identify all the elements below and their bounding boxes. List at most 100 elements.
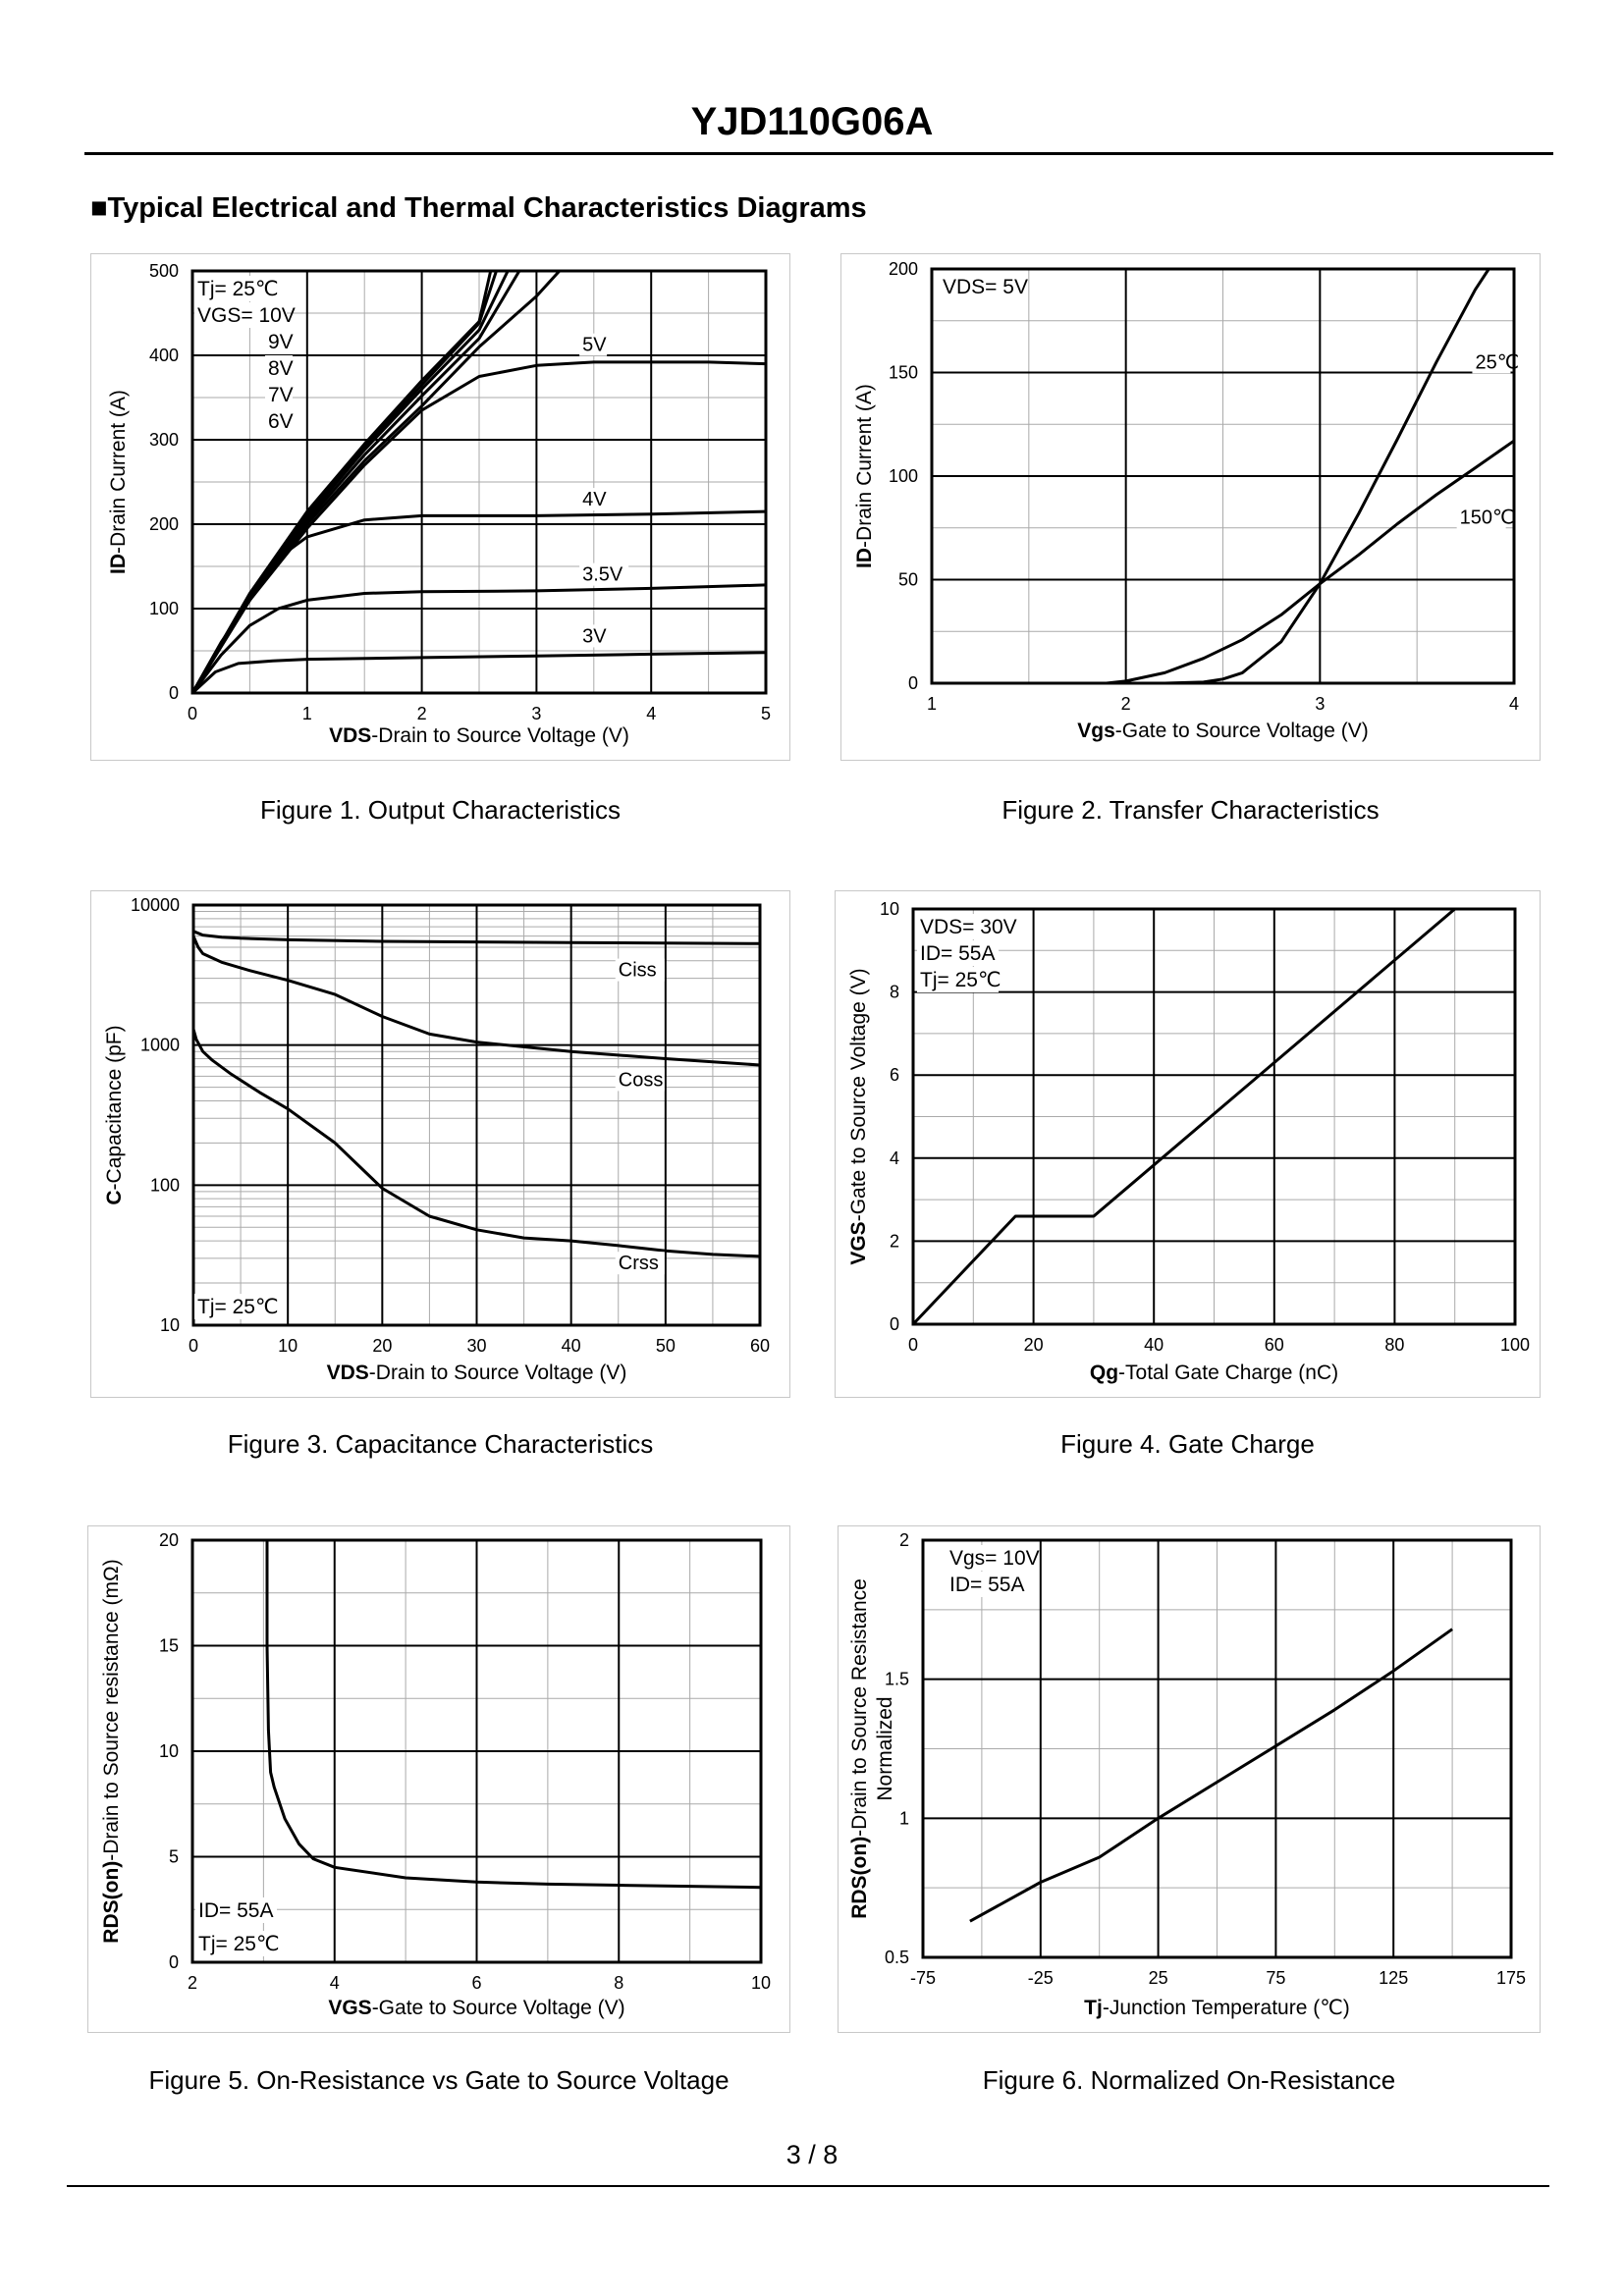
fig4-ylabel-bold: VGS: [847, 1221, 870, 1264]
fig5-xlabel: VGS-Gate to Source Voltage (V): [328, 1997, 624, 2019]
fig3-xtick-label: 60: [750, 1336, 770, 1356]
fig3-major-grid: [192, 904, 761, 1326]
fig1-series-label-bg: [579, 333, 608, 356]
fig1-xtick-label: 4: [646, 704, 656, 723]
fig1-series-group: [192, 271, 766, 693]
fig1-note: 9V: [268, 331, 294, 353]
fig2-series-line-25-: [932, 269, 1490, 683]
fig2-ylabel-bold: ID: [853, 548, 876, 568]
fig5-xlabel-rest: -Gate to Source Voltage (V): [372, 1997, 625, 2019]
fig1-series-line-3v: [192, 651, 766, 693]
fig1-svg: 0 1 2 3 4 5 0 100 200 300 400 500 VDS-Drain to Sourc…: [107, 261, 771, 747]
fig1-series-label: 3.5V: [582, 564, 623, 586]
fig2-ylabel-rest: -Drain Current (A): [853, 384, 876, 548]
fig3-xlabel-rest: -Drain to Source Voltage (V): [369, 1362, 627, 1384]
fig4-ytick-label: 10: [880, 899, 899, 919]
fig3-ytick-label: 100: [150, 1175, 180, 1195]
fig4-series-line-vgs: [913, 909, 1456, 1324]
fig6-series-line-normalized: [969, 1628, 1453, 1923]
fig5-xtick-label: 6: [471, 1973, 481, 1993]
fig6-ylabel: RDS(on)-Drain to Source Resistance: [848, 1578, 871, 1919]
fig2-plot-frame: [930, 267, 1516, 685]
fig4-note: Tj= 25℃: [920, 969, 1001, 991]
fig5-xtick-label: 8: [614, 1973, 623, 1993]
fig4-ytick-label: 8: [890, 983, 899, 1002]
fig4-series-group: [913, 909, 1456, 1324]
fig1-xtick-label: 2: [417, 704, 427, 723]
fig3-note: Tj= 25℃: [197, 1296, 279, 1318]
fig1-ytick-label: 200: [149, 514, 179, 534]
fig6-series-group: [969, 1628, 1453, 1923]
fig6-note-bg: [947, 1545, 1039, 1571]
fig6-plot-frame: [921, 1538, 1513, 1959]
fig5-xlabel-bold: VGS: [328, 1997, 371, 2019]
fig1-note: 7V: [268, 384, 294, 406]
fig3-svg: 0 10 20 30 40 50 60 10 100 1000 10000 VDS-Drain to …: [103, 895, 770, 1384]
fig1-xtick-label: 3: [531, 704, 541, 723]
fig4-note: VDS= 30V: [920, 916, 1017, 938]
fig2-ylabel: ID-Drain Current (A): [853, 384, 876, 568]
fig2-ytick-label: 100: [889, 466, 918, 486]
fig5-ytick-label: 5: [169, 1847, 179, 1867]
fig1-ytick-label: 300: [149, 430, 179, 450]
fig1-series-line-3-5v: [192, 583, 766, 693]
fig1-note-bg: [194, 276, 276, 301]
fig1-xlabel: VDS-Drain to Source Voltage (V): [329, 724, 629, 747]
fig4-xtick-label: 40: [1144, 1335, 1164, 1355]
fig6-note: ID= 55A: [949, 1574, 1024, 1596]
fig3-xlabel: VDS-Drain to Source Voltage (V): [327, 1362, 627, 1384]
fig4-xtick-label: 60: [1265, 1335, 1284, 1355]
fig4-ylabel-rest: -Gate to Source Voltage (V): [847, 968, 870, 1221]
fig1-note-bg: [265, 382, 293, 407]
fig5-xtick-label: 4: [330, 1973, 340, 1993]
fig6-ylabel-rest: -Drain to Source Resistance: [848, 1578, 871, 1837]
fig2-series-label-bg: [1472, 350, 1511, 374]
fig6-xtick-label: -75: [910, 1968, 936, 1988]
footer-rule: [67, 2185, 1549, 2187]
fig1-note-bg: [265, 408, 293, 434]
fig6-svg: -75 -25 25 75 125 175 0.5 1 1.5 2 Tj-Junction Temp…: [848, 1530, 1526, 2019]
fig3-xtick-label: 20: [372, 1336, 392, 1356]
fig1-note: 6V: [268, 410, 294, 433]
fig1-xtick-label: 1: [302, 704, 312, 723]
fig3-series-label: Ciss: [619, 960, 657, 982]
fig2-series-group: [932, 269, 1514, 683]
fig3-series-label-bg: [615, 1068, 665, 1092]
fig5-note-bg: [195, 1897, 277, 1923]
section-title: ■Typical Electrical and Thermal Characte…: [90, 192, 867, 224]
fig1-xlabel-bold: VDS: [329, 724, 371, 747]
fig5-ylabel-rest: -Drain to Source resistance (mΩ): [100, 1559, 123, 1860]
fig1-ytick-label: 500: [149, 261, 179, 281]
fig1-xlabel-rest: -Drain to Source Voltage (V): [371, 724, 629, 747]
fig3-series-label: Coss: [619, 1069, 664, 1091]
fig3-ylabel-bold: C: [103, 1190, 126, 1204]
fig3-caption: Figure 3. Capacitance Characteristics: [227, 1429, 654, 1459]
fig2-xlabel-bold: Vgs: [1077, 720, 1115, 742]
fig3-xtick-label: 30: [466, 1336, 486, 1356]
header-rule: [84, 152, 1553, 155]
fig6-note: Vgs= 10V: [949, 1547, 1040, 1570]
fig1-ylabel-bold: ID: [107, 554, 130, 574]
fig5-caption: Figure 5. On-Resistance vs Gate to Sourc…: [148, 2065, 730, 2095]
fig2-note-bg: [940, 274, 1021, 299]
fig2-series-line-150-: [932, 439, 1514, 683]
fig1-chart: 0 1 2 3 4 5 0 100 200 300 400 500 VDS-Drain to Sourc…: [90, 253, 790, 761]
fig3-series-line-coss: [193, 935, 760, 1067]
fig3-series-line-ciss: [193, 930, 760, 945]
fig4-note-bg: [917, 940, 999, 966]
fig6-ytick-label: 1.5: [885, 1670, 909, 1689]
fig4-note-bg: [917, 967, 999, 992]
fig3-xtick-label: 40: [562, 1336, 581, 1356]
fig4-xlabel-rest: -Total Gate Charge (nC): [1118, 1362, 1338, 1384]
fig2-chart: 1 2 3 4 0 50 100 150 200 Vgs-Gate to Source Volta…: [840, 253, 1541, 761]
fig3-ytick-label: 10: [160, 1315, 180, 1335]
fig1-caption: Figure 1. Output Characteristics: [259, 795, 622, 825]
fig3-xtick-label: 50: [656, 1336, 676, 1356]
fig6-ytick-label: 1: [899, 1808, 909, 1828]
page-number: 3 / 8: [785, 2140, 839, 2169]
fig6-xlabel-rest: -Junction Temperature (℃): [1103, 1997, 1350, 2019]
fig4-caption: Figure 4. Gate Charge: [1060, 1429, 1315, 1459]
fig2-xlabel: Vgs-Gate to Source Voltage (V): [1077, 720, 1368, 742]
fig3-ylabel-rest: -Capacitance (pF): [103, 1025, 126, 1190]
fig6-ytick-label: 2: [899, 1530, 909, 1550]
